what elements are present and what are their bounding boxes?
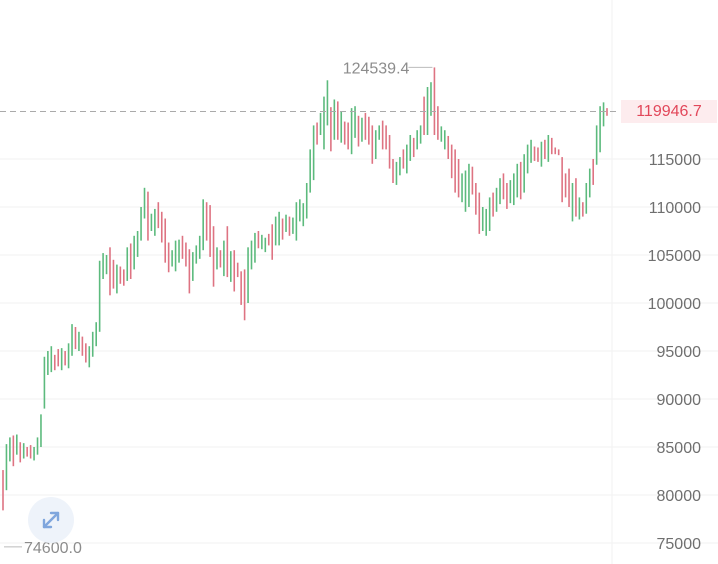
expand-arrows-icon bbox=[42, 511, 60, 529]
y-tick-label: 95000 bbox=[657, 344, 702, 361]
y-tick-label: 110000 bbox=[649, 200, 701, 217]
y-tick-label: 80000 bbox=[657, 488, 702, 505]
max-marker: 124539.4 bbox=[343, 60, 433, 77]
max-price-label: 124539.4 bbox=[343, 60, 410, 77]
y-axis-ticks: 75000 80000 85000 90000 95000 100000 105000 110… bbox=[648, 152, 701, 553]
min-price-label: 74600.0 bbox=[24, 540, 82, 557]
y-tick-label: 115000 bbox=[649, 152, 701, 169]
grid-lines bbox=[0, 158, 718, 544]
y-tick-label: 90000 bbox=[657, 392, 702, 409]
last-price-badge: 119946.7 bbox=[621, 100, 717, 123]
y-tick-label: 85000 bbox=[657, 440, 702, 457]
bars bbox=[2, 67, 608, 511]
y-tick-label: 105000 bbox=[648, 248, 701, 265]
min-marker: 74600.0 bbox=[4, 540, 82, 557]
expand-chart-button[interactable] bbox=[28, 497, 74, 543]
last-price-value: 119946.7 bbox=[636, 102, 702, 120]
y-tick-label: 75000 bbox=[657, 536, 702, 553]
y-tick-label: 100000 bbox=[648, 296, 701, 313]
